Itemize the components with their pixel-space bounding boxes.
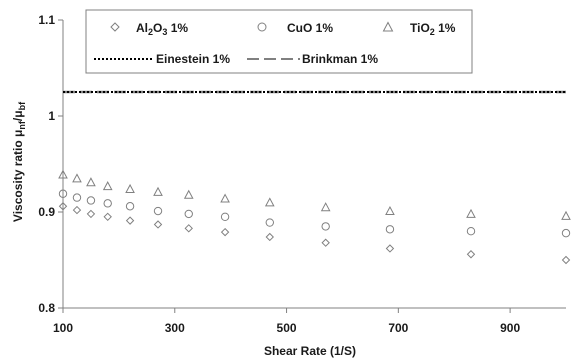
data-point-cuo	[561, 228, 571, 238]
y-tick-label: 0.9	[38, 205, 55, 219]
x-tick-label: 500	[277, 321, 297, 335]
y-axis-title-sub2: bf	[17, 101, 27, 110]
data-point-tio2	[153, 186, 163, 196]
legend-label-cuo: CuO 1%	[287, 21, 333, 35]
data-point-tio2	[183, 189, 194, 199]
legend-entry-cuo: CuO 1%	[257, 21, 333, 35]
legend-marker-diamond	[110, 22, 120, 32]
data-markers	[58, 169, 571, 265]
data-point-cuo	[103, 199, 112, 208]
data-point-tio2	[72, 173, 82, 183]
x-ticks: 100 300 500 700 900	[53, 308, 520, 335]
data-point-al2o3	[466, 250, 476, 259]
data-point-cuo	[385, 225, 395, 234]
y-axis-title-prefix: Viscosity ratio μ	[11, 130, 25, 223]
x-tick-label: 300	[165, 321, 185, 335]
legend-entry-tio2: TiO2 1%	[382, 21, 456, 37]
y-axis-title-sub1: nf	[17, 120, 27, 129]
y-ticks: 0.8 0.9 1 1.1	[38, 13, 63, 315]
data-point-al2o3	[321, 238, 330, 247]
y-axis-title-mid: /μ	[11, 110, 25, 121]
data-point-cuo	[86, 196, 96, 205]
data-point-tio2	[561, 210, 571, 220]
data-point-al2o3	[385, 244, 395, 253]
data-point-tio2	[264, 197, 275, 207]
y-tick-label: 1.1	[38, 13, 55, 27]
data-point-tio2	[125, 183, 135, 193]
data-point-al2o3	[561, 255, 571, 265]
data-point-al2o3	[220, 227, 230, 237]
data-point-tio2	[320, 202, 331, 212]
x-tick-label: 100	[53, 321, 73, 335]
x-tick-label: 700	[388, 321, 408, 335]
legend-label-al2o3: Al2O3 1%	[136, 21, 188, 37]
legend-label-brinkman: Brinkman 1%	[302, 52, 378, 66]
legend-marker-triangle	[382, 21, 394, 32]
data-point-al2o3	[58, 202, 68, 211]
data-point-cuo	[125, 202, 135, 211]
data-point-al2o3	[103, 212, 112, 222]
y-axis-title: Viscosity ratio μnf/μbf	[11, 101, 27, 222]
legend-label-einestein: Einestein 1%	[156, 52, 230, 66]
legend-entry-brinkman: Brinkman 1%	[247, 52, 378, 66]
legend: Al2O3 1% CuO 1% TiO2 1% Einestein 1% Bri…	[85, 9, 473, 74]
data-point-cuo	[153, 206, 163, 216]
data-point-tio2	[86, 177, 96, 187]
data-point-cuo	[220, 212, 230, 222]
legend-box	[85, 9, 473, 74]
y-tick-label: 0.8	[38, 301, 55, 315]
legend-label-tio2: TiO2 1%	[410, 21, 456, 37]
data-point-al2o3	[184, 224, 193, 233]
legend-entry-al2o3: Al2O3 1%	[110, 21, 188, 37]
data-point-al2o3	[265, 232, 274, 242]
data-point-tio2	[58, 169, 68, 179]
legend-entry-einestein: Einestein 1%	[94, 52, 230, 66]
data-point-cuo	[321, 222, 330, 231]
data-point-tio2	[385, 205, 395, 216]
x-tick-label: 900	[500, 321, 520, 335]
data-point-cuo	[58, 189, 68, 198]
data-point-al2o3	[153, 220, 163, 229]
data-point-al2o3	[86, 209, 96, 219]
data-point-al2o3	[72, 205, 82, 215]
data-point-cuo	[265, 218, 274, 227]
data-point-tio2	[466, 208, 476, 218]
x-axis-title: Shear Rate (1/S)	[264, 344, 356, 358]
data-point-cuo	[72, 193, 82, 202]
data-point-al2o3	[125, 216, 135, 225]
legend-marker-circle	[257, 22, 267, 32]
data-point-cuo	[466, 227, 476, 236]
data-point-tio2	[220, 193, 230, 203]
data-point-cuo	[184, 209, 193, 219]
y-tick-label: 1	[48, 109, 55, 123]
axes	[62, 20, 566, 309]
data-point-tio2	[102, 181, 113, 191]
